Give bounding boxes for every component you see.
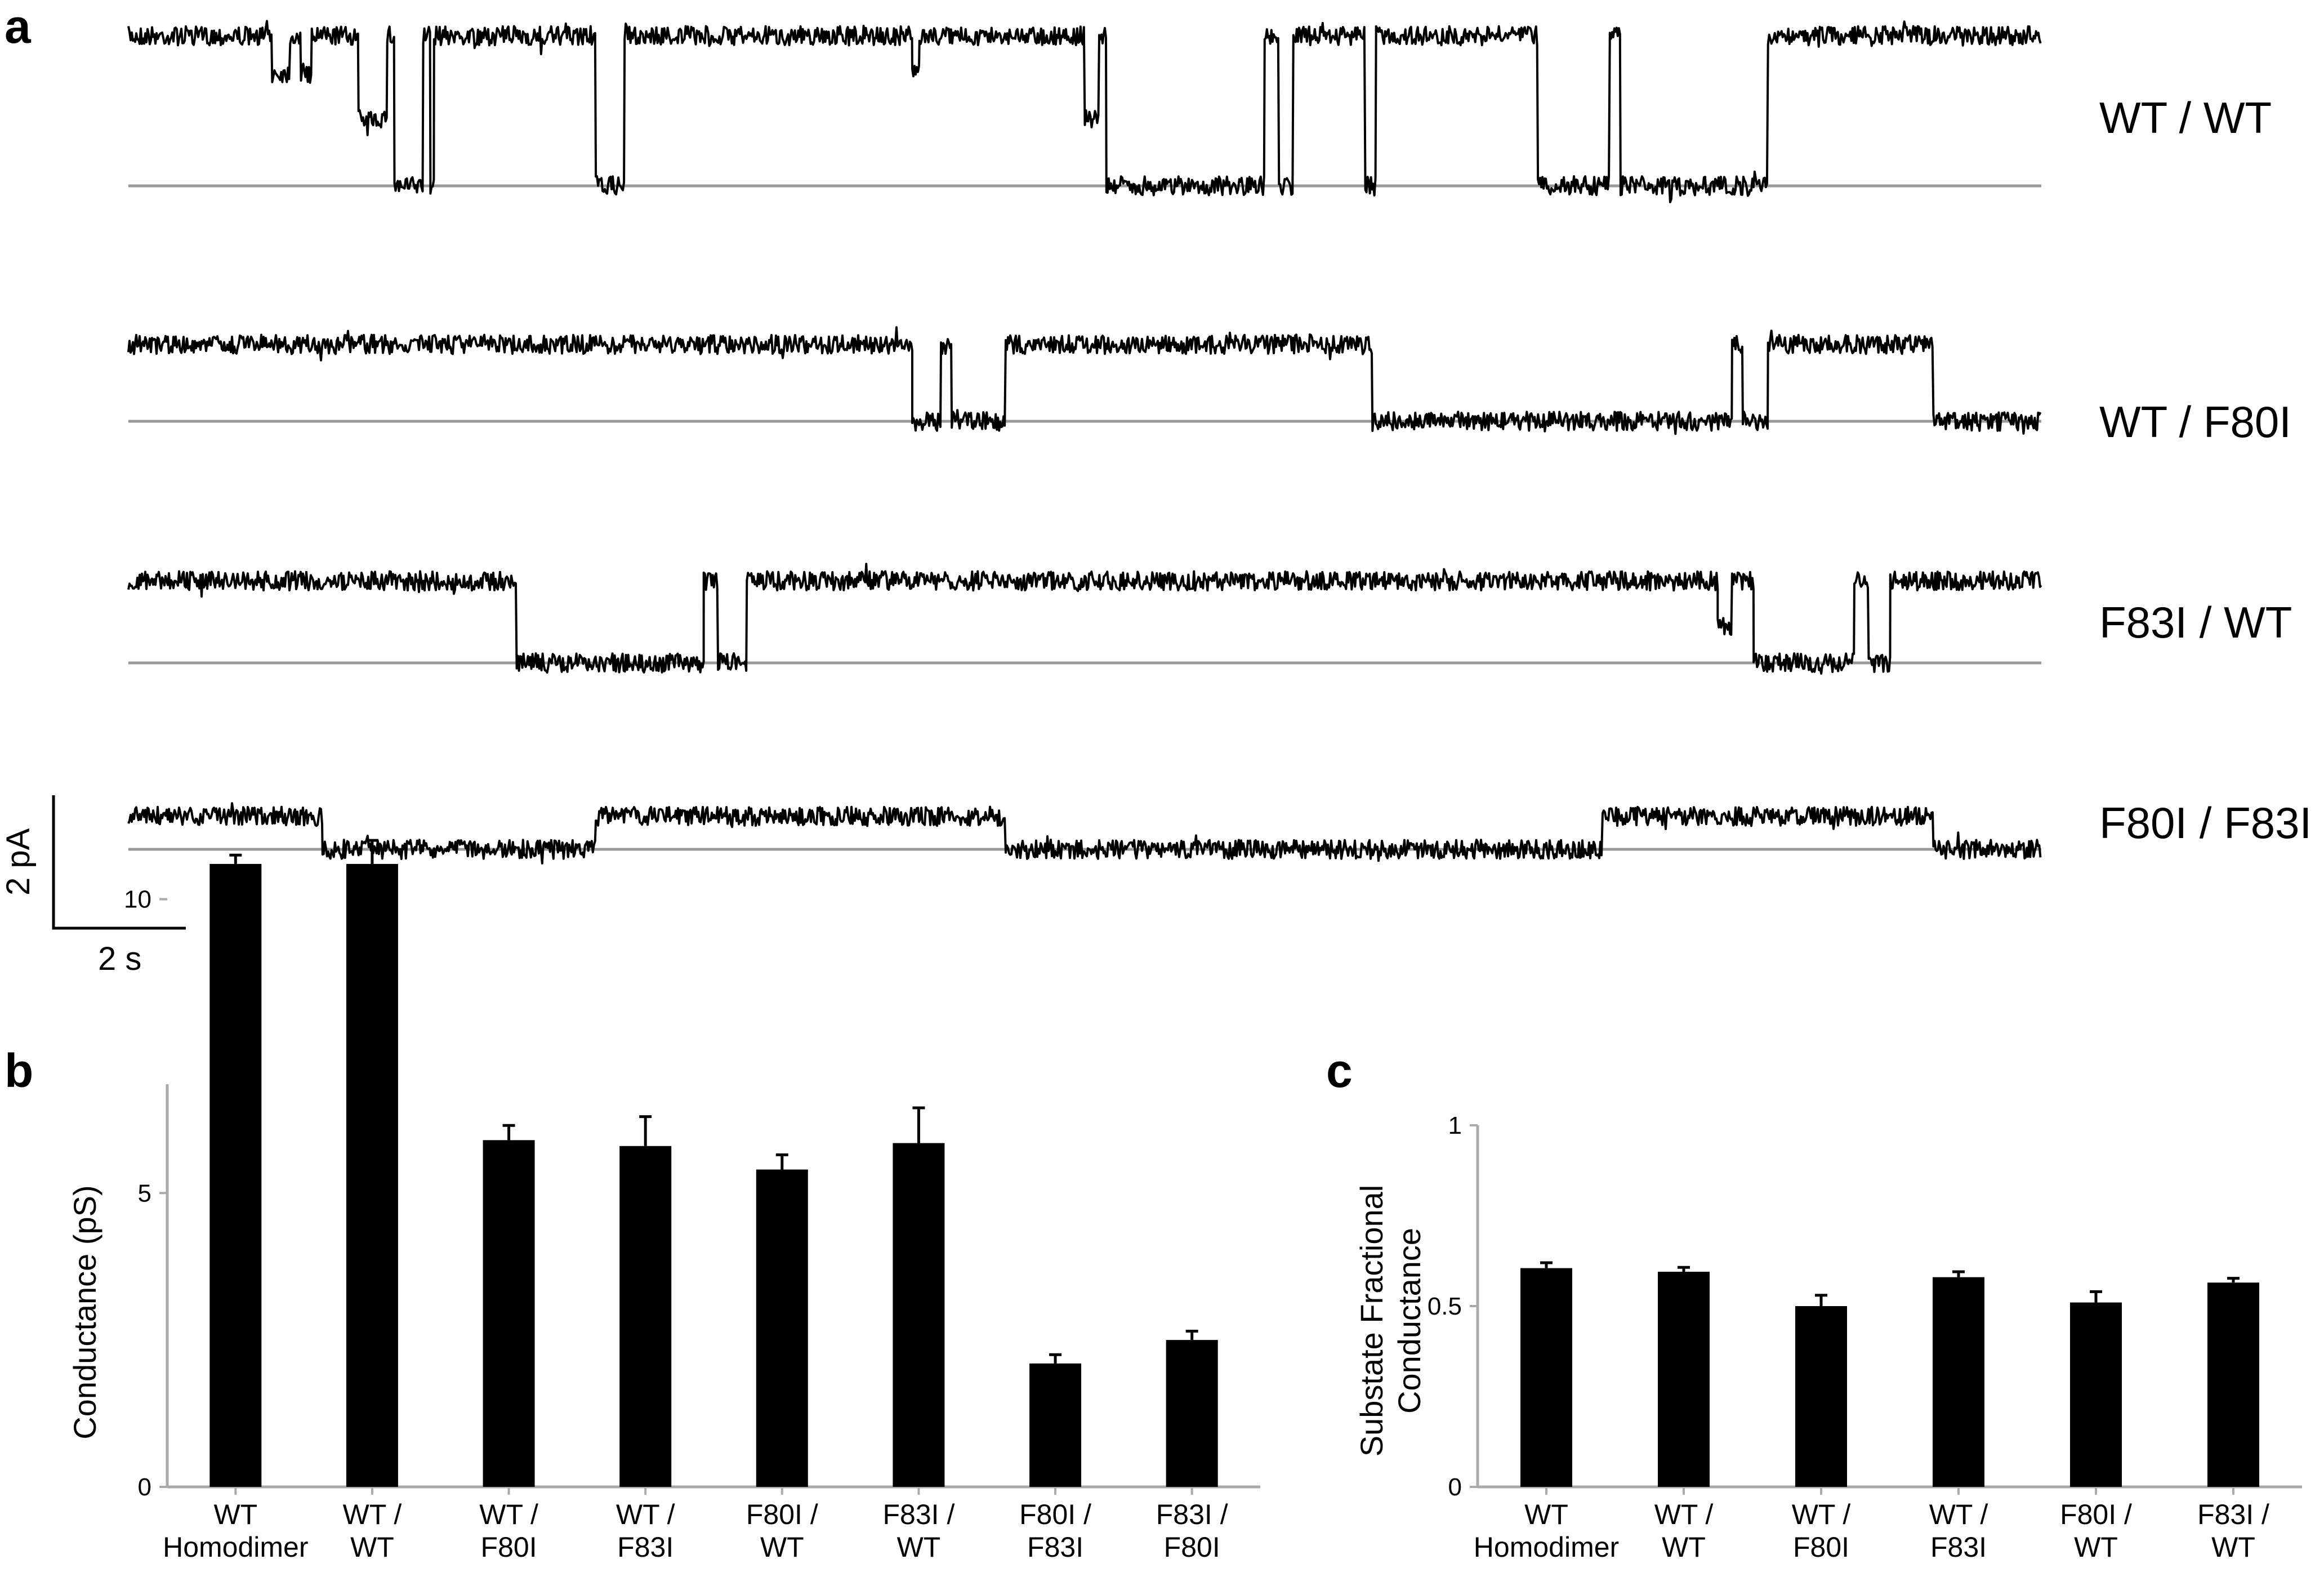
bar xyxy=(1933,1277,1984,1487)
category-label: F80I / F83I xyxy=(1019,1499,1091,1563)
scale-bar-current-label: 2 pA xyxy=(0,828,37,896)
category-label: F80I / WT xyxy=(746,1499,818,1563)
chart-c-ylabel-line2: Conductance xyxy=(1391,1228,1427,1414)
panel-letter-a: a xyxy=(5,0,32,53)
trace-label-wt-f80i: WT / F80I xyxy=(2099,397,2291,447)
bar xyxy=(756,1169,808,1487)
category-label: WT / F80I xyxy=(1792,1499,1851,1563)
scale-bar: 2 pA 2 s xyxy=(0,795,186,977)
bar xyxy=(1166,1340,1218,1487)
chart-b-ylabel: Conductance (pS) xyxy=(67,1185,102,1439)
trace-label-wt-wt: WT / WT xyxy=(2099,93,2272,142)
y-tick-label: 0 xyxy=(1448,1473,1462,1501)
y-tick-label: 0 xyxy=(138,1473,151,1501)
trace-label-f80i-f83i: F80I / F83I xyxy=(2099,798,2312,848)
bar xyxy=(1029,1363,1082,1487)
bar xyxy=(1658,1272,1710,1487)
current-trace xyxy=(127,20,2042,203)
scale-bar-time-label: 2 s xyxy=(98,941,141,977)
category-label: WT Homodimer xyxy=(163,1499,308,1563)
category-label: WT / WT xyxy=(1654,1499,1714,1563)
category-label: WT / F83I xyxy=(616,1499,675,1563)
current-trace xyxy=(127,563,2042,675)
category-label: F83I / WT xyxy=(883,1499,955,1563)
chart-c-ylabel-line1: Substate Fractional xyxy=(1354,1185,1389,1456)
scale-bar-lines xyxy=(52,795,186,930)
y-tick-label: 5 xyxy=(138,1179,151,1207)
current-trace xyxy=(127,326,2042,435)
category-label: F80I / WT xyxy=(2060,1499,2132,1563)
category-label: WT Homodimer xyxy=(1474,1499,1619,1563)
conductance-bar-chart: Conductance (pS) 0 5 10 WT Homodimer WT / WT WT… xyxy=(67,839,1260,1563)
y-tick-label: 0.5 xyxy=(1428,1293,1462,1320)
bar xyxy=(1795,1306,1847,1487)
y-tick-label: 10 xyxy=(124,886,151,914)
category-label: WT / F83I xyxy=(1929,1499,1988,1563)
bar xyxy=(1520,1268,1572,1487)
bar xyxy=(2070,1302,2122,1487)
bar xyxy=(209,863,262,1487)
category-label: WT / WT xyxy=(343,1499,402,1563)
panel-letter-c: c xyxy=(1326,1044,1353,1097)
panel-letter-b: b xyxy=(5,1044,33,1097)
trace-label-f83i-wt: F83I / WT xyxy=(2099,598,2292,647)
bar xyxy=(619,1146,672,1487)
current-traces-panel xyxy=(127,20,2042,865)
category-label: F83I / F80I xyxy=(1156,1499,1228,1563)
current-trace xyxy=(127,802,2042,865)
bar xyxy=(893,1143,945,1487)
bar xyxy=(346,863,398,1487)
category-label: F83I / WT xyxy=(2197,1499,2269,1563)
y-tick-label: 1 xyxy=(1448,1112,1462,1139)
bar xyxy=(483,1140,535,1487)
category-label: WT / F80I xyxy=(479,1499,538,1563)
bar xyxy=(2207,1282,2259,1487)
substate-fractional-conductance-bar-chart: Substate Fractional Conductance 0 0.5 1 WT H… xyxy=(1354,1112,2302,1563)
